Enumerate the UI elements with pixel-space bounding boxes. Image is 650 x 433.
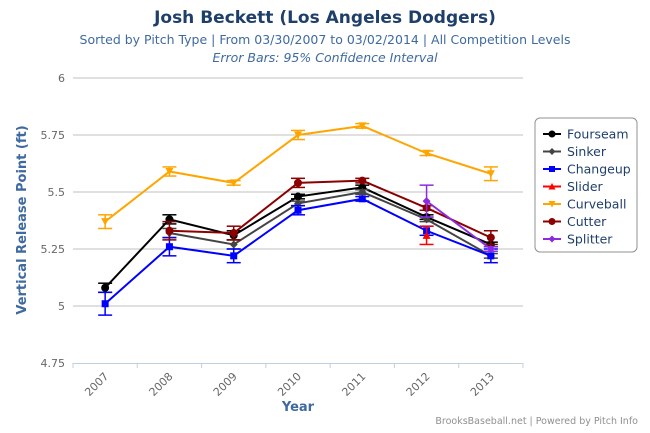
legend-label: Splitter [567,232,613,247]
data-point-curveball [422,149,431,158]
y-tick-label: 4.75 [41,357,66,370]
legend-marker-changeup [549,166,555,172]
data-point-changeup [230,252,238,260]
series-cutter [162,176,498,246]
legend-label: Fourseam [567,127,629,142]
series-curveball [98,122,498,230]
data-point-changeup [487,252,495,260]
series-line-splitter [425,200,492,250]
data-point-cutter [358,176,367,185]
series-splitter [419,184,498,253]
data-point-curveball [294,131,302,139]
legend-item-splitter[interactable]: Splitter [543,232,613,247]
legend-item-curveball[interactable]: Curveball [543,197,626,212]
y-tick-label: 6 [58,72,65,85]
legend-label: Cutter [567,214,607,229]
data-point-changeup [294,206,302,214]
x-axis-title: Year [281,400,315,415]
series-group [98,122,498,316]
data-point-sinker [358,188,367,196]
data-point-sinker [229,240,238,249]
data-point-fourseam [294,192,302,201]
data-point-curveball [165,167,174,176]
legend-item-slider[interactable]: Slider [543,179,604,194]
legend-marker-splitter [548,235,556,243]
data-point-changeup [165,243,173,251]
legend-label: Slider [567,179,604,194]
x-tick-label: 2007 [82,370,111,399]
x-tick-label: 2008 [147,370,176,399]
chart-title: Josh Beckett (Los Angeles Dodgers) [154,8,496,28]
x-tick-label: 2009 [211,370,240,399]
legend-label: Curveball [567,197,626,212]
data-point-splitter [486,245,495,253]
data-point-changeup [101,300,109,308]
y-tick-label: 5.5 [48,186,66,199]
series-slider [419,225,434,246]
data-point-cutter [294,178,302,187]
x-tick-label: 2011 [339,370,368,399]
data-point-changeup [358,195,366,203]
y-tick-label: 5.25 [41,243,66,256]
chart-subtitle: Sorted by Pitch Type | From 03/30/2007 t… [79,32,571,47]
legend: Fourseam Sinker Changeup Slider Curveball Cut… [534,117,638,253]
axes: 4.75 5 5.25 5.5 5.75 6 2007 2008 2009 2010 2011 201… [15,72,524,415]
y-tick-label: 5 [58,300,65,313]
x-tick-label: 2010 [275,370,304,399]
data-point-curveball [229,179,238,187]
series-line-cutter [169,179,492,239]
legend-marker-cutter [548,218,556,225]
data-point-curveball [486,170,495,178]
y-tick-label: 5.75 [41,129,66,142]
data-point-cutter [229,229,238,238]
legend-label: Changeup [567,162,631,177]
legend-marker-slider [548,183,556,190]
legend-label: Sinker [567,144,607,159]
credits[interactable]: BrooksBaseball.net | Powered by Pitch In… [435,416,638,427]
data-point-curveball [358,122,367,130]
legend-marker-curveball [548,201,556,208]
legend-marker-sinker [548,148,556,155]
x-tick-label: 2013 [468,370,497,399]
y-axis-title: Vertical Release Point (ft) [15,125,30,314]
legend-item-fourseam[interactable]: Fourseam [543,127,629,142]
data-point-slider [422,231,431,239]
data-point-cutter [486,233,495,242]
legend-item-cutter[interactable]: Cutter [543,214,607,229]
x-tick-label: 2012 [404,370,433,399]
data-point-fourseam [101,283,110,292]
legend-marker-fourseam [548,130,556,138]
data-point-cutter [165,226,174,235]
data-point-curveball [101,218,110,226]
data-point-splitter [422,197,431,206]
chart-subtitle-error-bars: Error Bars: 95% Confidence Interval [212,50,438,65]
legend-item-sinker[interactable]: Sinker [543,144,607,159]
legend-item-changeup[interactable]: Changeup [543,162,631,177]
series-line-sinker [169,190,492,257]
